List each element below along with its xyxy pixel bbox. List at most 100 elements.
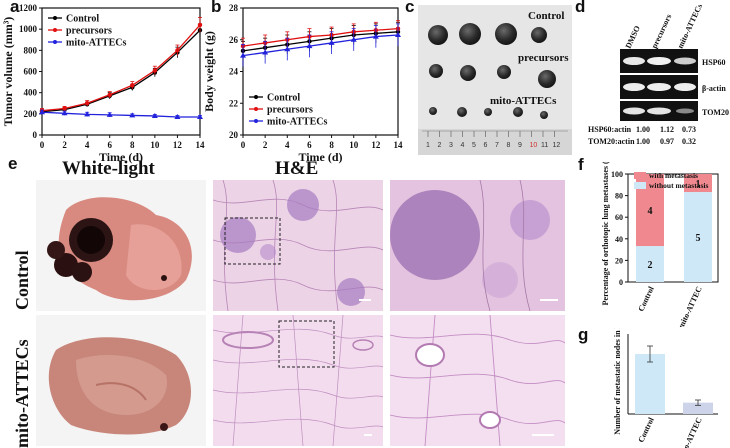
ruler-tick-label: 7 xyxy=(495,142,499,149)
chart-b-xtick-label: 14 xyxy=(394,140,404,150)
chart-f-ytick-label: 0 xyxy=(619,278,623,287)
chart-f-bar-segment xyxy=(684,192,712,282)
chart-a-ytick-label: 200 xyxy=(24,109,38,119)
ruler-tick-label: 8 xyxy=(507,142,511,149)
chart-a-legend-marker xyxy=(53,40,57,44)
chart-a-legend-label: mito-ATTECs xyxy=(66,38,126,49)
scale-bar xyxy=(540,299,558,301)
chart-a-point xyxy=(62,106,67,111)
chart-a-point xyxy=(129,112,136,118)
chart-b-legend-label: mito-ATTECs xyxy=(267,117,327,128)
chart-f-bar-label: 5 xyxy=(696,233,701,244)
chart-b-point xyxy=(350,36,357,42)
western-blot: DMSO precursors mito-ATTECs HSP60 β-acti… xyxy=(588,5,729,146)
tumor-blob xyxy=(459,23,481,45)
ratio-value: 1.12 xyxy=(660,125,674,134)
lane-label-dmso: DMSO xyxy=(624,24,642,50)
ratio-label-hsp60: HSP60:actin xyxy=(588,125,632,134)
chart-a-xtick-label: 0 xyxy=(40,140,45,150)
photo-label-precursors: precursors xyxy=(518,52,569,64)
tumor-blob xyxy=(538,70,556,88)
chart-b-point xyxy=(284,46,291,52)
chart-b-legend-marker xyxy=(254,119,258,123)
ratio-value: 0.97 xyxy=(660,137,674,146)
chart-b-series-line xyxy=(242,27,399,47)
chart-b-ytick-label: 22 xyxy=(229,98,239,108)
chart-f-bar-label: 4 xyxy=(648,206,653,217)
chart-f-legend-swatch xyxy=(634,172,646,179)
tumor-blob xyxy=(484,108,492,116)
chart-a-point xyxy=(130,83,135,88)
ratio-value: 0.32 xyxy=(682,137,696,146)
tumor-blob xyxy=(460,65,476,81)
chart-b-ytick-label: 28 xyxy=(229,3,239,13)
ruler-tick-label: 5 xyxy=(472,142,476,149)
photo-label-control: Control xyxy=(528,10,564,22)
chart-g-category-label: Control xyxy=(636,415,656,444)
chart-b-ytick-label: 26 xyxy=(229,35,239,45)
chart-a-xtick-label: 14 xyxy=(196,140,206,150)
chart-a-point xyxy=(175,48,180,53)
chart-g-category-label: mito-ATTEC xyxy=(677,416,704,448)
chart-a-series-line xyxy=(41,24,201,112)
he-control-low xyxy=(213,180,383,311)
chart-b-xtick-label: 6 xyxy=(307,140,312,150)
chart-a-xtick-label: 8 xyxy=(130,140,135,150)
chart-b-legend-marker xyxy=(254,95,258,99)
photo-label-mito: mito-ATTECs xyxy=(490,95,557,107)
ruler xyxy=(418,129,572,155)
panel-letter-e: e xyxy=(8,154,18,173)
he-control-high xyxy=(390,180,565,311)
band-label-tom20: TOM20 xyxy=(702,108,729,117)
panel-letter-f: f xyxy=(578,155,584,174)
chart-f-frame xyxy=(627,173,719,283)
band-label-actin: β-actin xyxy=(702,84,726,93)
chart-b-point xyxy=(328,39,335,45)
chart-f-legend-label: with metastasis xyxy=(649,171,698,180)
tumor-volume-chart: 0 200 400 600 800 1000 1200 0 2 4 6 8 10 12 14 Time (d)… xyxy=(1,3,206,164)
tumor-blob xyxy=(531,27,547,43)
chart-b-legend-marker xyxy=(254,107,258,111)
ruler-tick-label: 4 xyxy=(461,142,465,149)
tumor-blob xyxy=(513,107,523,117)
chart-a-ytick-label: 800 xyxy=(24,45,38,55)
chart-f-ylabel: Percentage of orthotopic lung metastases… xyxy=(601,162,610,305)
ruler-tick-label: 1 xyxy=(426,142,430,149)
chart-a-point xyxy=(84,111,91,117)
chart-f-bar-segment xyxy=(684,174,712,193)
chart-b-xtick-label: 8 xyxy=(329,140,334,150)
tumor-blob xyxy=(428,25,448,45)
chart-f-ytick-label: 100 xyxy=(611,170,623,179)
heading-he: H&E xyxy=(275,158,319,179)
scale-bar xyxy=(364,434,372,436)
ratio-value: 1.00 xyxy=(636,137,650,146)
chart-b-point xyxy=(395,31,401,37)
chart-a-point xyxy=(106,111,113,117)
chart-b-legend-label: Control xyxy=(267,93,300,104)
tumor-blob xyxy=(495,23,517,45)
ruler-tick-label: 12 xyxy=(553,142,561,149)
band-label-hsp60: HSP60 xyxy=(702,58,726,67)
chart-b-xtick-label: 2 xyxy=(263,140,268,150)
panel-letter-b: b xyxy=(211,0,222,16)
heading-white-light: White-light xyxy=(62,158,155,179)
chart-b-point xyxy=(372,33,379,39)
chart-b-legend-label: precursors xyxy=(267,105,313,116)
zoom-box xyxy=(278,320,335,368)
chart-a-xtick-label: 4 xyxy=(85,140,90,150)
he-mito-low xyxy=(213,315,383,446)
chart-b-point xyxy=(240,52,246,58)
chart-f-ytick-label: 60 xyxy=(615,213,623,222)
metastatic-nodes-chart: Control mito-ATTEC Number of metastatic no… xyxy=(613,328,718,448)
panel-letter-g: g xyxy=(578,325,589,344)
chart-a-series-line xyxy=(41,29,201,113)
chart-a-series-line xyxy=(41,111,200,118)
lane-label-mito: mito-ATTECs xyxy=(676,5,705,50)
chart-b-series-line xyxy=(242,34,399,57)
chart-b-xtick-label: 0 xyxy=(241,140,246,150)
chart-g-ylabel: Number of metastatic nodes in lung xyxy=(613,328,622,435)
tumor-blob xyxy=(540,111,548,119)
chart-b-ytick-label: 20 xyxy=(229,130,239,140)
ratio-value: 0.73 xyxy=(682,125,696,134)
